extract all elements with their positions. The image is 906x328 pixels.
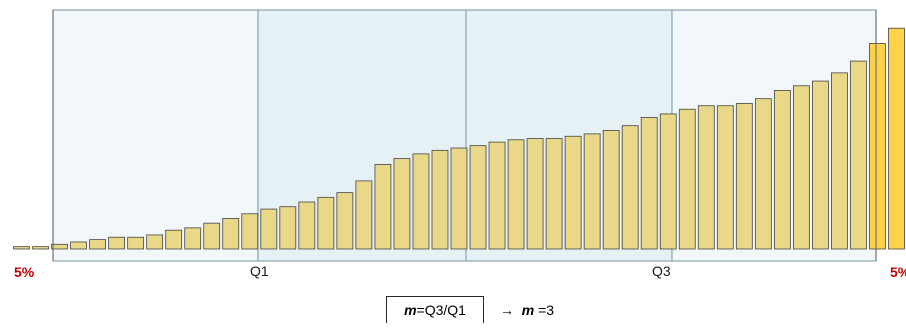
arrow-icon: → — [500, 302, 514, 318]
bar — [564, 135, 582, 250]
bar — [450, 147, 468, 250]
bar — [583, 133, 601, 250]
bar — [773, 90, 791, 250]
bar — [831, 72, 848, 250]
bar — [32, 246, 49, 250]
bar — [640, 117, 658, 250]
bar — [697, 105, 715, 250]
result-text: =3 — [534, 302, 555, 318]
bar — [203, 222, 221, 250]
lower-5-percent-label: 5% — [14, 264, 35, 280]
bar — [488, 141, 506, 250]
bar — [260, 208, 278, 250]
bar — [716, 105, 734, 250]
bar — [127, 236, 145, 250]
bar — [869, 43, 886, 250]
bar — [374, 164, 392, 250]
bar — [545, 138, 563, 250]
bar — [754, 98, 772, 250]
bar — [431, 149, 449, 250]
bar — [184, 227, 202, 250]
upper-5-percent-label: 5% — [890, 264, 906, 280]
bar — [165, 229, 183, 250]
bar — [279, 206, 297, 250]
bar — [602, 129, 620, 250]
bar — [735, 102, 753, 250]
bar — [507, 139, 525, 250]
q3-label: Q3 — [652, 263, 671, 279]
formula-result: → m =3 — [500, 302, 554, 318]
bar — [812, 80, 829, 250]
bar — [336, 192, 354, 250]
bar — [241, 213, 259, 250]
formula-m-symbol: m — [404, 302, 417, 318]
formula-text: =Q3/Q1 — [416, 302, 466, 318]
bar — [70, 241, 87, 250]
bar — [13, 246, 30, 250]
bar — [412, 153, 430, 250]
bar — [108, 236, 126, 250]
bar — [355, 180, 373, 250]
bar — [850, 60, 867, 250]
bar — [393, 158, 411, 250]
bar — [146, 234, 164, 250]
bar — [51, 243, 68, 250]
q1-label: Q1 — [250, 263, 269, 279]
bar — [89, 239, 106, 250]
bar — [888, 27, 905, 250]
result-m-symbol: m — [521, 302, 535, 318]
bar — [317, 196, 335, 250]
bar — [621, 125, 639, 250]
bar — [678, 108, 696, 250]
bar — [659, 113, 677, 250]
bar — [298, 201, 316, 250]
bar — [792, 85, 810, 250]
bar — [222, 218, 240, 250]
formula-box: m =Q3/Q1 — [386, 296, 484, 323]
bar — [469, 145, 487, 250]
bar — [526, 138, 544, 250]
